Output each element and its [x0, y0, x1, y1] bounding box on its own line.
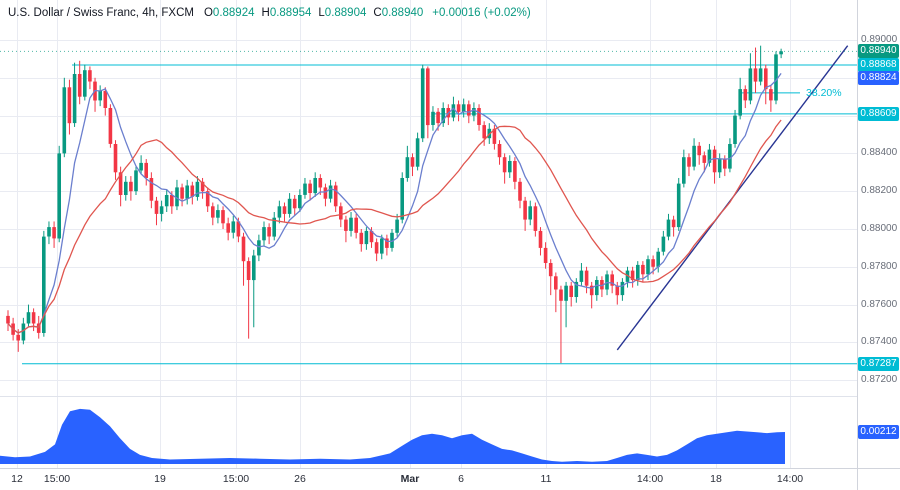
ohlc-values: O0.88924 H0.88954 L0.88904 C0.88940	[204, 7, 430, 19]
symbol-title[interactable]: U.S. Dollar / Swiss Franc, 4h, FXCM	[8, 7, 194, 19]
volatility-area	[0, 408, 785, 464]
symbol-info-bar[interactable]: U.S. Dollar / Swiss Franc, 4h, FXCM O0.8…	[8, 7, 531, 19]
ohlc-pair: H0.88954	[262, 7, 312, 19]
ohlc-pair: C0.88940	[373, 7, 423, 19]
ma-fast-line[interactable]	[7, 73, 782, 334]
ohlc-value: 0.88904	[324, 7, 367, 19]
ohlc-key: L	[318, 7, 325, 19]
ohlc-value: 0.88940	[381, 7, 424, 19]
ohlc-value: 0.88924	[212, 7, 255, 19]
fib-retracement-label[interactable]: 38.20%	[806, 86, 842, 99]
ohlc-pair: O0.88924	[204, 7, 255, 19]
ohlc-pair: L0.88904	[318, 7, 366, 19]
ohlc-key: O	[203, 7, 213, 19]
indicator-area-series[interactable]	[0, 408, 785, 464]
price-change-value: +0.00016 (+0.02%)	[432, 7, 531, 19]
moving-averages	[7, 73, 782, 334]
ohlc-value: 0.88954	[269, 7, 312, 19]
ohlc-key: C	[373, 7, 382, 19]
ohlc-key: H	[261, 7, 270, 19]
ma-slow-line[interactable]	[7, 119, 782, 334]
candles-series	[6, 45, 783, 364]
